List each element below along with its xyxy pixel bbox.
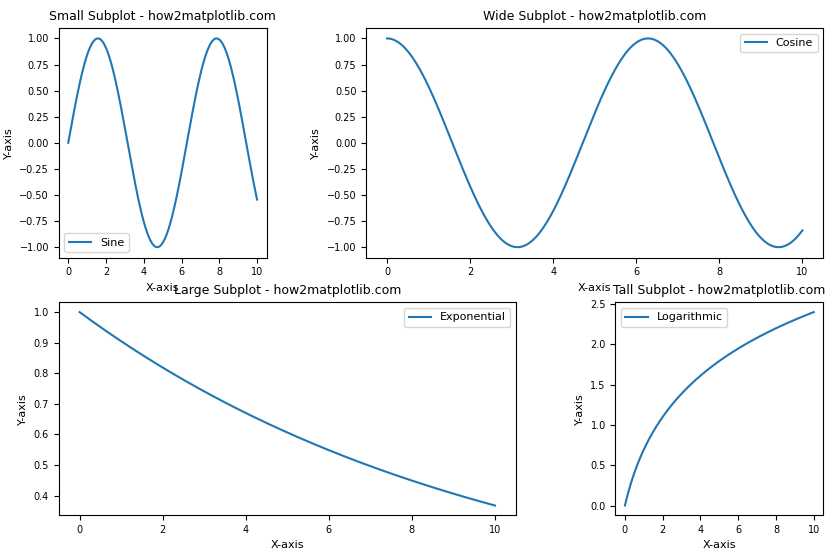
Exponential xyxy=(75,309,85,315)
Exponential xyxy=(275,426,285,432)
Legend: Exponential: Exponential xyxy=(404,308,510,327)
Y-axis label: Y-axis: Y-axis xyxy=(575,393,585,424)
X-axis label: X-axis: X-axis xyxy=(146,283,180,293)
Cosine xyxy=(512,244,522,250)
Logarithmic xyxy=(722,352,732,359)
Cosine xyxy=(788,237,798,244)
Cosine xyxy=(583,127,593,134)
Line: Exponential: Exponential xyxy=(80,312,495,506)
Legend: Sine: Sine xyxy=(65,233,129,252)
Title: Small Subplot - how2matplotlib.com: Small Subplot - how2matplotlib.com xyxy=(50,10,276,22)
Line: Logarithmic: Logarithmic xyxy=(625,312,814,506)
Logarithmic xyxy=(732,346,743,352)
Logarithmic xyxy=(620,502,630,509)
Cosine xyxy=(723,176,733,183)
Exponential xyxy=(480,500,490,506)
Sine xyxy=(249,178,259,184)
Sine xyxy=(153,244,163,250)
Sine xyxy=(252,196,262,203)
Y-axis label: Y-axis: Y-axis xyxy=(3,127,13,158)
Cosine xyxy=(580,133,591,140)
Title: Wide Subplot - how2matplotlib.com: Wide Subplot - how2matplotlib.com xyxy=(483,10,706,22)
Sine xyxy=(165,218,176,225)
Sine xyxy=(152,244,162,250)
Line: Sine: Sine xyxy=(68,39,257,247)
Exponential xyxy=(490,502,500,509)
Sine xyxy=(63,139,73,146)
Title: Tall Subplot - how2matplotlib.com: Tall Subplot - how2matplotlib.com xyxy=(613,284,826,297)
Cosine xyxy=(630,40,640,47)
Logarithmic xyxy=(774,323,785,330)
Sine xyxy=(176,171,186,178)
Logarithmic xyxy=(809,309,819,315)
X-axis label: X-axis: X-axis xyxy=(578,283,612,293)
Exponential xyxy=(322,446,332,452)
Sine xyxy=(155,243,165,250)
Y-axis label: Y-axis: Y-axis xyxy=(18,393,29,424)
Cosine xyxy=(607,71,617,77)
Logarithmic xyxy=(804,310,814,317)
X-axis label: X-axis: X-axis xyxy=(702,540,736,550)
Legend: Logarithmic: Logarithmic xyxy=(621,308,727,327)
Y-axis label: Y-axis: Y-axis xyxy=(311,127,321,158)
Exponential xyxy=(299,437,309,444)
Exponential xyxy=(415,480,425,487)
Legend: Cosine: Cosine xyxy=(740,34,817,53)
Title: Large Subplot - how2matplotlib.com: Large Subplot - how2matplotlib.com xyxy=(174,284,401,297)
Sine xyxy=(212,35,222,42)
Cosine xyxy=(382,35,392,42)
X-axis label: X-axis: X-axis xyxy=(270,540,304,550)
Logarithmic xyxy=(711,360,721,367)
Logarithmic xyxy=(710,361,720,368)
Sine xyxy=(218,43,228,49)
Cosine xyxy=(797,227,807,234)
Exponential xyxy=(272,424,282,431)
Line: Cosine: Cosine xyxy=(387,39,802,247)
